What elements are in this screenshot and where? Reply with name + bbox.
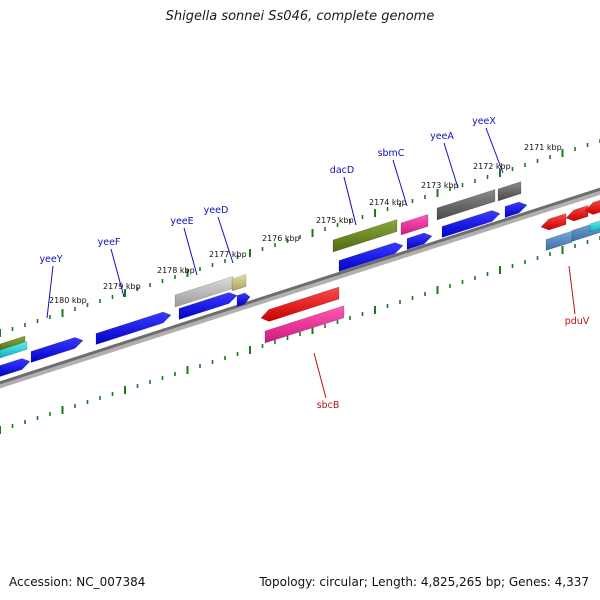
tick-label: 2171 kbp: [524, 143, 562, 152]
label-leader-line: [568, 265, 576, 315]
feature-pduV-red-b: [565, 205, 589, 222]
feature-yeeE-small: [236, 292, 251, 307]
tick-label: 2173 kbp: [421, 181, 459, 190]
tick-label: 2177 kbp: [209, 250, 247, 259]
feature-sbmC-b: [406, 232, 433, 250]
gene-label-dacD: dacD: [330, 165, 354, 176]
label-leader-line: [183, 227, 198, 276]
gene-label-yeeD: yeeD: [204, 205, 229, 216]
accession-text: Accession: NC_007384: [9, 575, 146, 589]
feature-edge-cyan: [0, 340, 28, 359]
feature-yeeY: [0, 358, 31, 377]
label-leader-line: [343, 176, 357, 226]
feature-yeeF: [95, 311, 172, 345]
feature-pduV-cyan: [589, 220, 600, 233]
tick-label: 2172 kbp: [473, 162, 511, 171]
outer-tick-ring: [0, 139, 600, 337]
tick-label: 2174 kbp: [369, 198, 407, 207]
genome-backbone-shadow: [0, 189, 600, 389]
gene-label-yeeF: yeeF: [98, 237, 121, 248]
feature-yeeX: [497, 181, 522, 202]
label-leader-line: [217, 216, 234, 264]
gene-label-sbmC: sbmC: [378, 148, 405, 159]
tick-label: 2176 kbp: [262, 234, 300, 243]
tick-label: 2175 kbp: [316, 216, 354, 225]
feature-dacD: [332, 219, 398, 253]
tick-label: 2178 kbp: [157, 266, 195, 275]
label-leader-line: [443, 142, 459, 189]
gene-label-yeeE: yeeE: [170, 216, 193, 227]
feature-yeeD-khaki: [231, 274, 247, 292]
tick-label: 2179 kbp: [103, 282, 141, 291]
gene-labels: 2180 kbp 2179 kbp 2178 kbp 2177 kbp 2176 kbp…: [39, 116, 589, 411]
label-leader-line: [46, 265, 54, 319]
gene-features: [0, 181, 600, 377]
feature-sbcB: [264, 305, 345, 344]
gene-label-sbcB: sbcB: [317, 400, 340, 411]
tick-label: 2180 kbp: [49, 296, 87, 305]
label-leader-line: [313, 352, 327, 399]
feature-pduV-red-c: [584, 199, 600, 215]
feature-yeeA: [436, 189, 496, 221]
map-title: Shigella sonnei Ss046, complete genome: [165, 9, 435, 24]
gene-label-yeeA: yeeA: [430, 131, 454, 142]
genome-backbone: [0, 187, 600, 385]
feature-yeeY-b: [30, 337, 84, 363]
feature-yeeX-b: [504, 201, 528, 218]
feature-pduV: [545, 230, 573, 251]
feature-sbmC: [400, 213, 429, 236]
gene-label-yeeX: yeeX: [472, 116, 496, 127]
label-leader-line: [110, 248, 125, 298]
feature-dacD-b: [338, 242, 404, 272]
feature-pduV-red: [540, 213, 567, 231]
feature-yeeE: [178, 292, 238, 320]
gene-label-yeeY: yeeY: [39, 254, 62, 265]
label-leader-line: [392, 159, 408, 207]
feature-yeeA-b: [441, 210, 501, 238]
gene-label-pduV: pduV: [565, 316, 590, 327]
genome-summary-text: Topology: circular; Length: 4,825,265 bp…: [259, 575, 589, 589]
inner-tick-ring: [0, 236, 600, 434]
label-leader-line: [485, 127, 504, 174]
feature-sbcB-red: [260, 286, 340, 322]
